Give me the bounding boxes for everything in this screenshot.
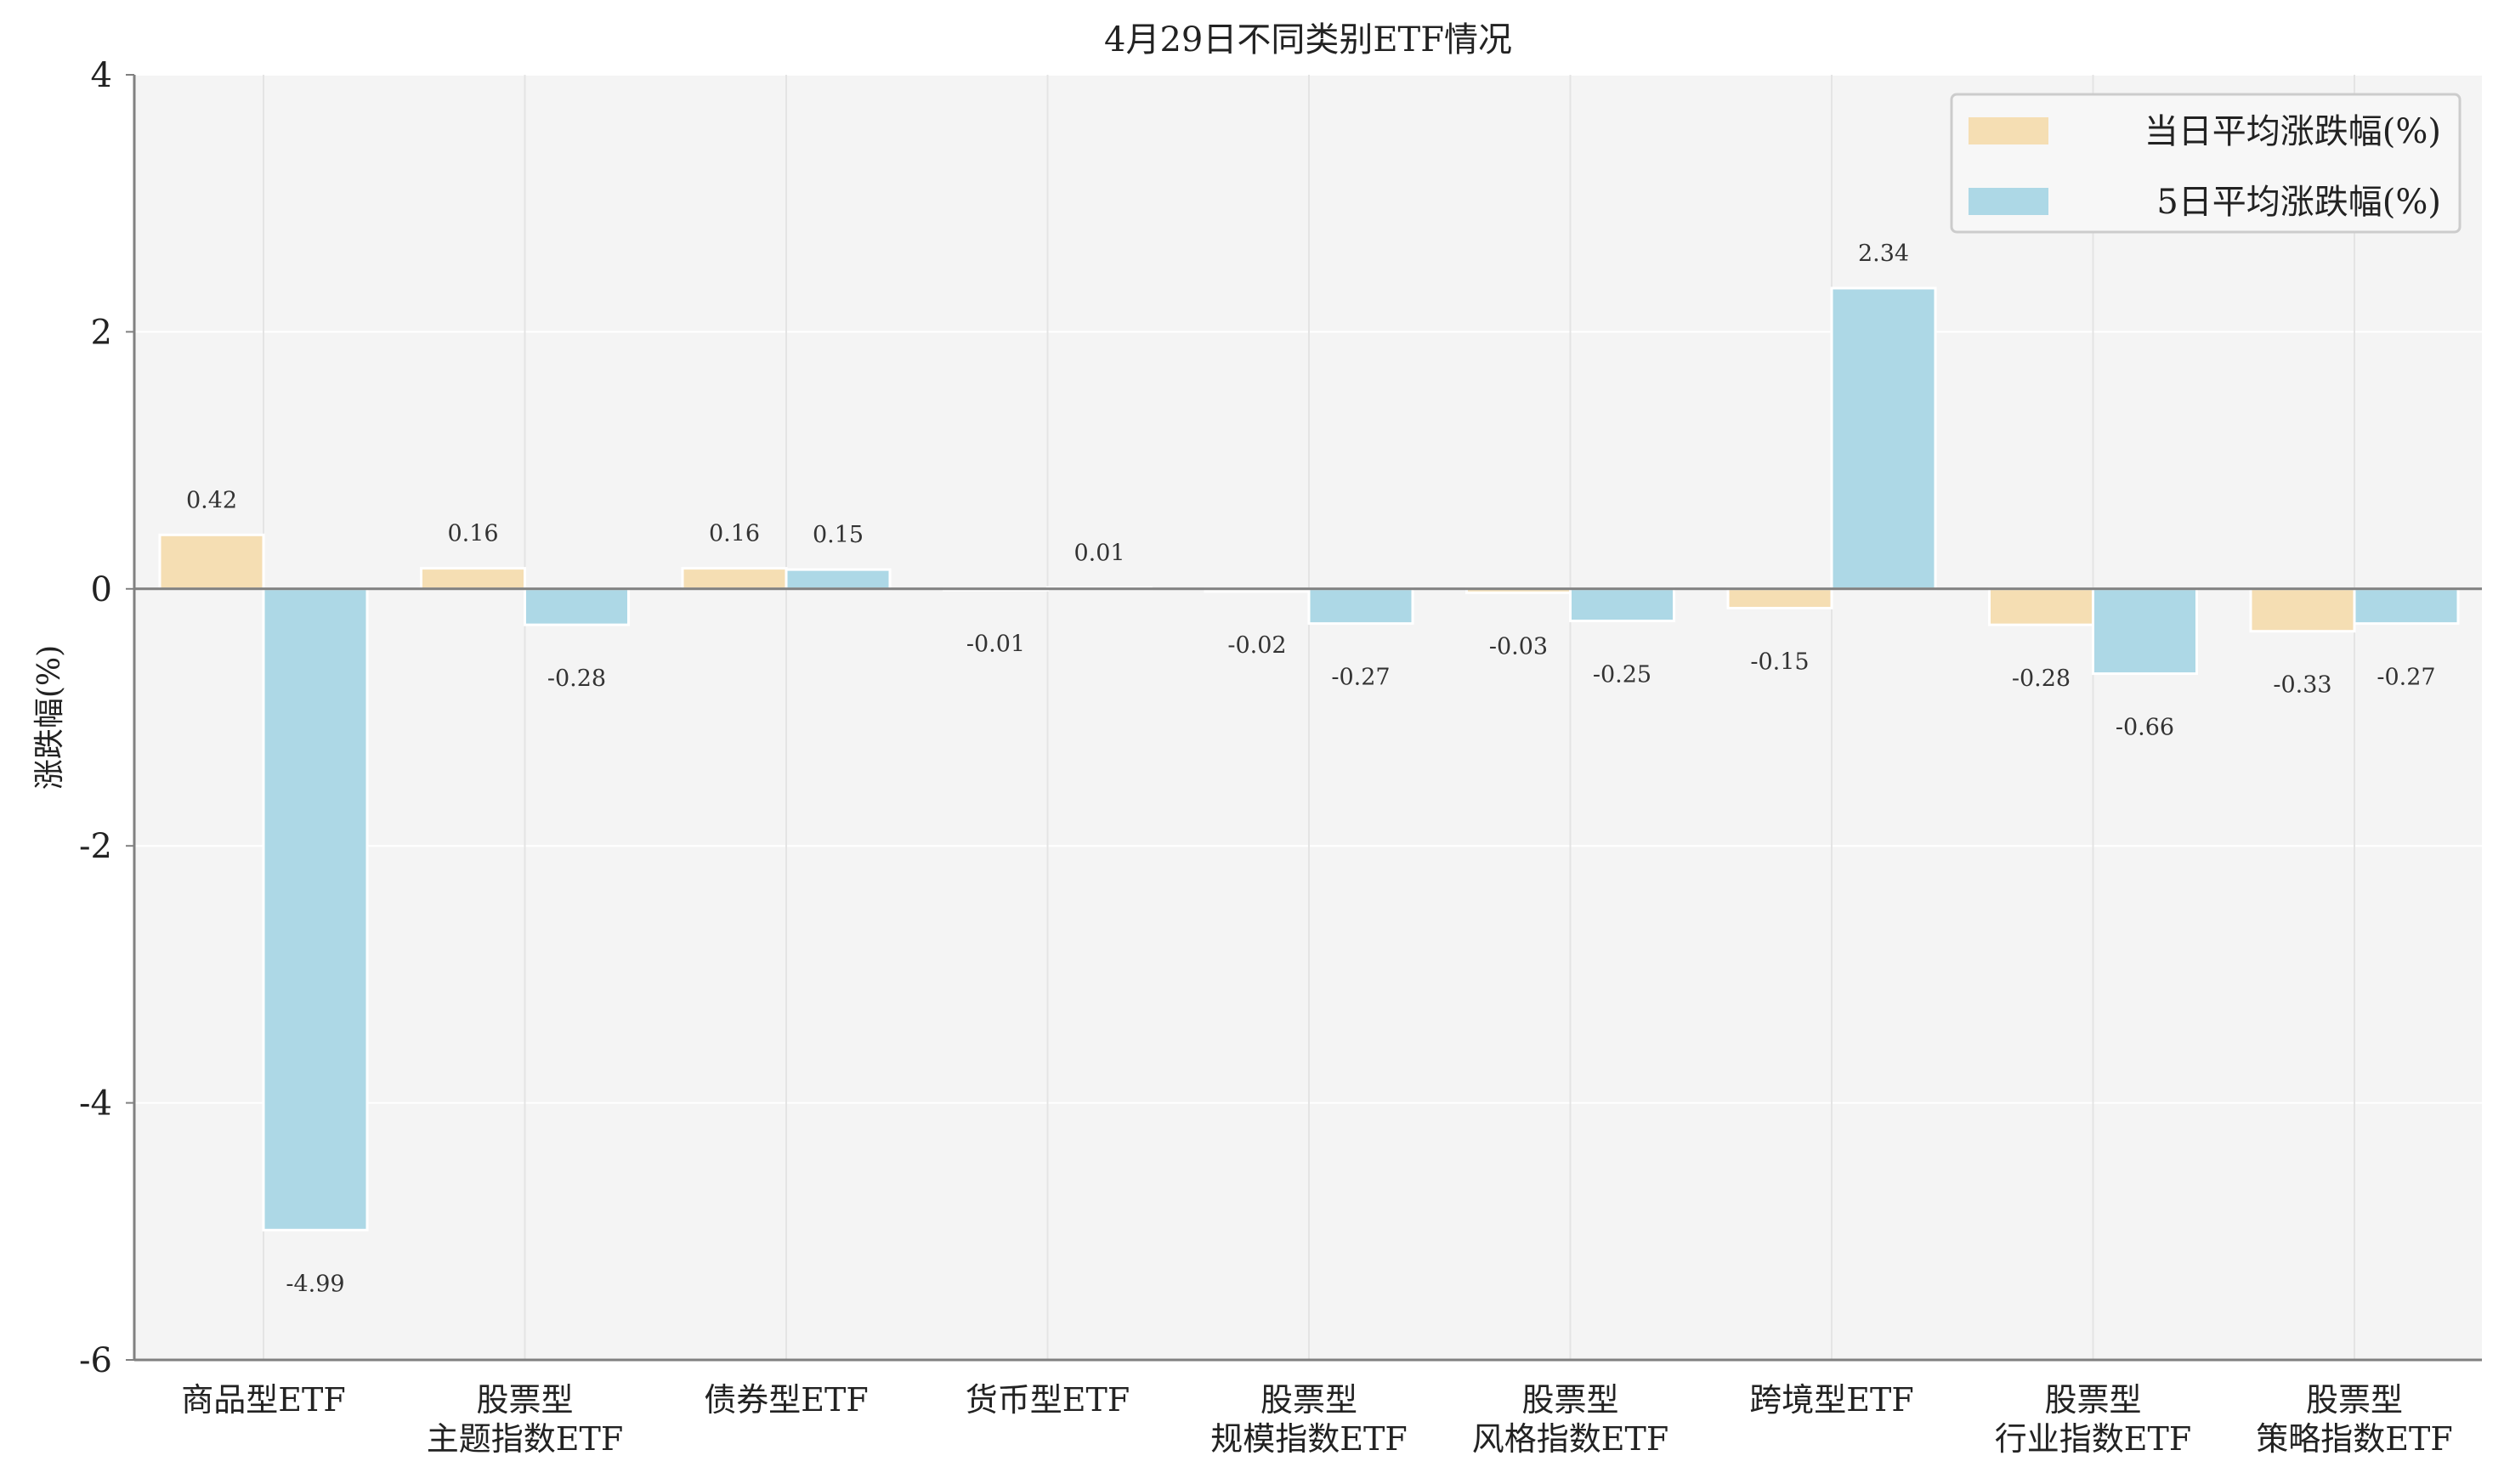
- data-label-series-1-cat-6: -0.03: [1489, 633, 1548, 660]
- legend-swatch-1: [1969, 117, 2048, 144]
- bar-series-2-cat-7: [1830, 286, 1937, 591]
- bars: [158, 286, 2460, 1232]
- axes: [133, 75, 2482, 1362]
- y-tick-label: 4: [91, 56, 112, 95]
- x-category-label: 股票型风格指数ETF: [1472, 1381, 1668, 1458]
- data-label-series-2-cat-1: -4.99: [286, 1271, 344, 1297]
- data-label-series-2-cat-6: -0.25: [1593, 662, 1651, 688]
- y-tick-label: -6: [79, 1341, 112, 1380]
- bar-series-2-cat-3: [785, 568, 892, 591]
- x-category-label: 股票型行业指数ETF: [1995, 1381, 2191, 1458]
- data-label-series-2-cat-3: 0.15: [813, 522, 864, 548]
- data-label-series-2-cat-5: -0.27: [1331, 665, 1390, 691]
- x-category-labels: 商品型ETF 股票型主题指数ETF 债券型ETF 货币型ETF 股票型规模指数ETF 股票…: [181, 1381, 2452, 1458]
- x-category-label: 股票型规模指数ETF: [1210, 1381, 1407, 1458]
- x-category-label: 商品型ETF: [181, 1381, 345, 1419]
- data-label-series-2-cat-7: 2.34: [1858, 241, 1909, 267]
- y-tick-label: 2: [91, 313, 112, 352]
- x-category-label: 股票型策略指数ETF: [2256, 1381, 2452, 1458]
- x-category-label: 货币型ETF: [966, 1381, 1130, 1419]
- bar-series-1-cat-2: [420, 567, 526, 591]
- data-label-series-2-cat-8: -0.66: [2116, 715, 2174, 741]
- y-axis-label: 涨跌幅(%): [32, 645, 67, 790]
- bar-series-2-cat-2: [524, 587, 630, 626]
- bar-series-1-cat-7: [1726, 587, 1833, 609]
- legend-label-2: 5日平均涨跌幅(%): [2156, 183, 2441, 222]
- bar-series-1-cat-8: [1988, 587, 2094, 626]
- legend-label-1: 当日平均涨跌幅(%): [2144, 112, 2441, 151]
- legend-box: [1950, 93, 2462, 234]
- y-tick-label: 0: [91, 570, 112, 609]
- bar-series-2-cat-1: [262, 587, 369, 1232]
- y-tick-label: -2: [79, 827, 112, 866]
- bar-series-2-cat-9: [2353, 587, 2460, 626]
- data-label-series-2-cat-4: 0.01: [1074, 540, 1125, 566]
- x-category-label: 跨境型ETF: [1749, 1381, 1913, 1419]
- legend: 当日平均涨跌幅(%) 5日平均涨跌幅(%): [1950, 93, 2462, 234]
- bar-series-2-cat-5: [1307, 587, 1414, 626]
- data-label-series-1-cat-3: 0.16: [709, 521, 760, 547]
- y-tick-label: -4: [79, 1085, 112, 1124]
- data-label-series-1-cat-4: -0.01: [966, 631, 1025, 657]
- bar-series-2-cat-6: [1569, 587, 1675, 623]
- data-label-series-1-cat-1: 0.42: [186, 487, 237, 513]
- bar-series-1-cat-9: [2249, 587, 2356, 633]
- x-category-label: 股票型主题指数ETF: [427, 1381, 623, 1458]
- data-label-series-1-cat-9: -0.33: [2273, 672, 2331, 699]
- legend-swatch-2: [1969, 188, 2048, 215]
- data-label-series-1-cat-5: -0.02: [1227, 632, 1286, 659]
- bar-series-1-cat-3: [681, 567, 788, 591]
- data-label-series-1-cat-2: 0.16: [447, 521, 498, 547]
- data-label-series-1-cat-7: -0.15: [1750, 649, 1809, 675]
- data-labels: 0.42 0.16 0.16 -0.01 -0.02 -0.03 -0.15 -0.28 -0.…: [186, 241, 2436, 1297]
- data-label-series-2-cat-9: -0.27: [2377, 665, 2435, 691]
- chart-title: 4月29日不同类别ETF情况: [1104, 20, 1512, 59]
- bar-series-2-cat-8: [2092, 587, 2198, 676]
- data-label-series-2-cat-2: -0.28: [547, 666, 606, 692]
- data-label-series-1-cat-8: -0.28: [2012, 666, 2071, 692]
- bar-series-1-cat-1: [158, 533, 265, 591]
- y-tick-labels: 4 2 0 -2 -4 -6: [79, 56, 134, 1380]
- x-category-label: 债券型ETF: [704, 1381, 868, 1419]
